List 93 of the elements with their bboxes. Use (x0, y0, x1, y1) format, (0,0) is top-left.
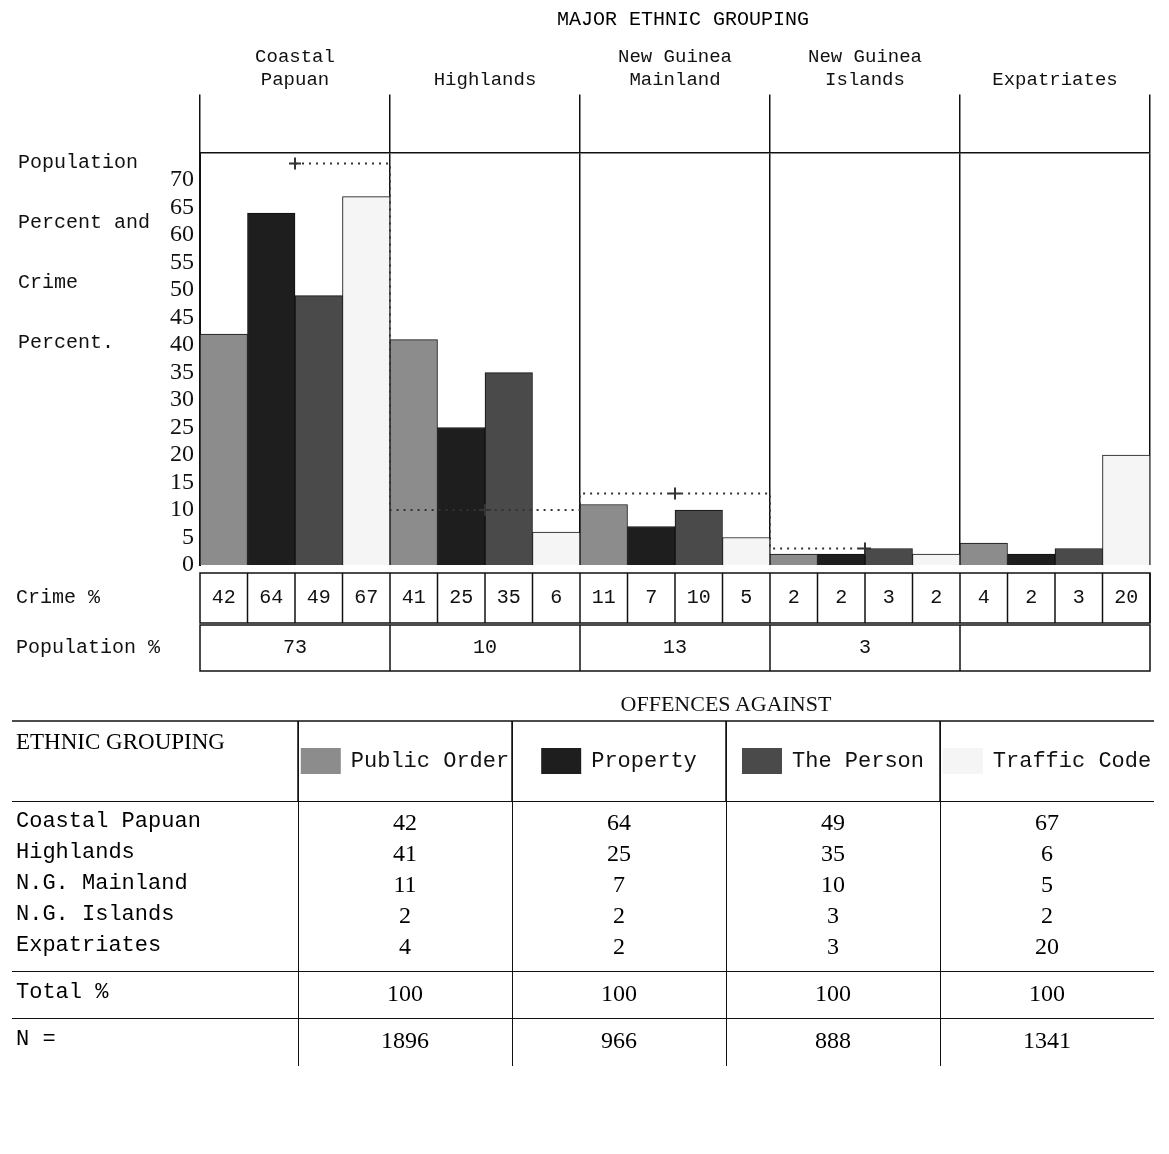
data-label: 41 (401, 586, 426, 610)
data-label: 3 (858, 636, 872, 660)
point (668, 486, 682, 501)
y-tick-label: 70 (170, 165, 194, 192)
data-label: 13 (662, 636, 688, 660)
text: 7 (612, 871, 626, 898)
point (478, 503, 492, 518)
text: 1896 (380, 1027, 430, 1054)
data-label: 2 (835, 586, 848, 610)
y-tick-label: 5 (182, 522, 194, 549)
text: 888 (814, 1027, 852, 1054)
text: 100 (386, 980, 424, 1007)
data-label: 3 (1072, 586, 1085, 610)
legend-label: Property (591, 748, 697, 774)
text: 49 (820, 809, 846, 836)
text: 2 (1040, 902, 1054, 929)
text: Population Percent and Crime Percent. (18, 150, 151, 354)
y-tick-label: 40 (170, 330, 194, 357)
data-label: 20 (1114, 586, 1139, 610)
text: Population % (16, 636, 162, 660)
text: 42 (392, 809, 418, 836)
text: 2 (612, 933, 626, 960)
y-tick-label: 45 (170, 302, 194, 329)
data-label: 6 (550, 586, 563, 610)
x-tick-label: Coastal Papuan (255, 46, 335, 92)
y-tick-label: 15 (170, 467, 194, 494)
data-label: 2 (787, 586, 800, 610)
y-tick-label: 0 (182, 550, 194, 577)
text: N.G. Islands (16, 902, 176, 927)
data-label: 2 (930, 586, 943, 610)
text: 3 (826, 902, 840, 929)
x-tick-label: Highlands (433, 69, 537, 92)
text: 2 (612, 902, 626, 929)
data-label: 3 (882, 586, 895, 610)
data-label: 10 (686, 586, 711, 610)
y-tick-label: 10 (170, 495, 194, 522)
data-label: 25 (449, 586, 474, 610)
data-label: 67 (354, 586, 379, 610)
y-tick-label: 35 (170, 357, 194, 384)
x-tick-label: Expatriates (992, 69, 1118, 92)
y-tick-label: 60 (170, 220, 194, 247)
text: 966 (600, 1027, 638, 1054)
y-tick-label: 55 (170, 247, 194, 274)
y-tick-label: 65 (170, 192, 194, 219)
text: ETHNIC GROUPING (16, 729, 225, 755)
text: N = (16, 1027, 57, 1052)
point (858, 541, 872, 556)
chart-title: MAJOR ETHNIC GROUPING (555, 8, 810, 31)
data-label: 11 (591, 586, 616, 610)
data-label: 2 (1025, 586, 1038, 610)
text: 41 (392, 840, 418, 867)
y-tick-label: 20 (170, 440, 194, 467)
legend-label: Public Order (350, 748, 510, 774)
text: Coastal Papuan (16, 809, 202, 834)
y-tick-label: 50 (170, 275, 194, 302)
data-label: 64 (259, 586, 284, 610)
x-tick-label: New Guinea Islands (807, 46, 923, 92)
text: Crime % (16, 586, 102, 610)
text: 20 (1034, 933, 1060, 960)
text: 10 (820, 871, 846, 898)
text: 3 (826, 933, 840, 960)
data-label: 5 (740, 586, 753, 610)
text: 1341 (1022, 1027, 1072, 1054)
data-label: 49 (306, 586, 331, 610)
text: 67 (1034, 809, 1060, 836)
data-label: 73 (282, 636, 308, 660)
text: 25 (606, 840, 632, 867)
text: 35 (820, 840, 846, 867)
text: 2 (398, 902, 412, 929)
text: Highlands (16, 840, 136, 865)
data-label: 10 (472, 636, 498, 660)
legend-title: OFFENCES AGAINST (620, 690, 832, 716)
text: N.G. Mainland (16, 871, 189, 896)
text: 4 (398, 933, 412, 960)
text: 64 (606, 809, 632, 836)
data-label: 35 (496, 586, 521, 610)
data-label: 4 (977, 586, 990, 610)
y-tick-label: 30 (170, 385, 194, 412)
text: 6 (1040, 840, 1054, 867)
text: 11 (392, 871, 418, 898)
legend-label: The Person (791, 748, 925, 774)
point (288, 156, 302, 171)
text: Total % (16, 980, 110, 1005)
text: 5 (1040, 871, 1054, 898)
y-tick-label: 25 (170, 412, 194, 439)
x-tick-label: New Guinea Mainland (617, 46, 733, 92)
text: Expatriates (16, 933, 163, 958)
legend-label: Traffic Code (992, 748, 1152, 774)
text: 100 (814, 980, 852, 1007)
text: 100 (600, 980, 638, 1007)
data-label: 42 (211, 586, 236, 610)
text: 100 (1028, 980, 1066, 1007)
data-label: 7 (645, 586, 658, 610)
